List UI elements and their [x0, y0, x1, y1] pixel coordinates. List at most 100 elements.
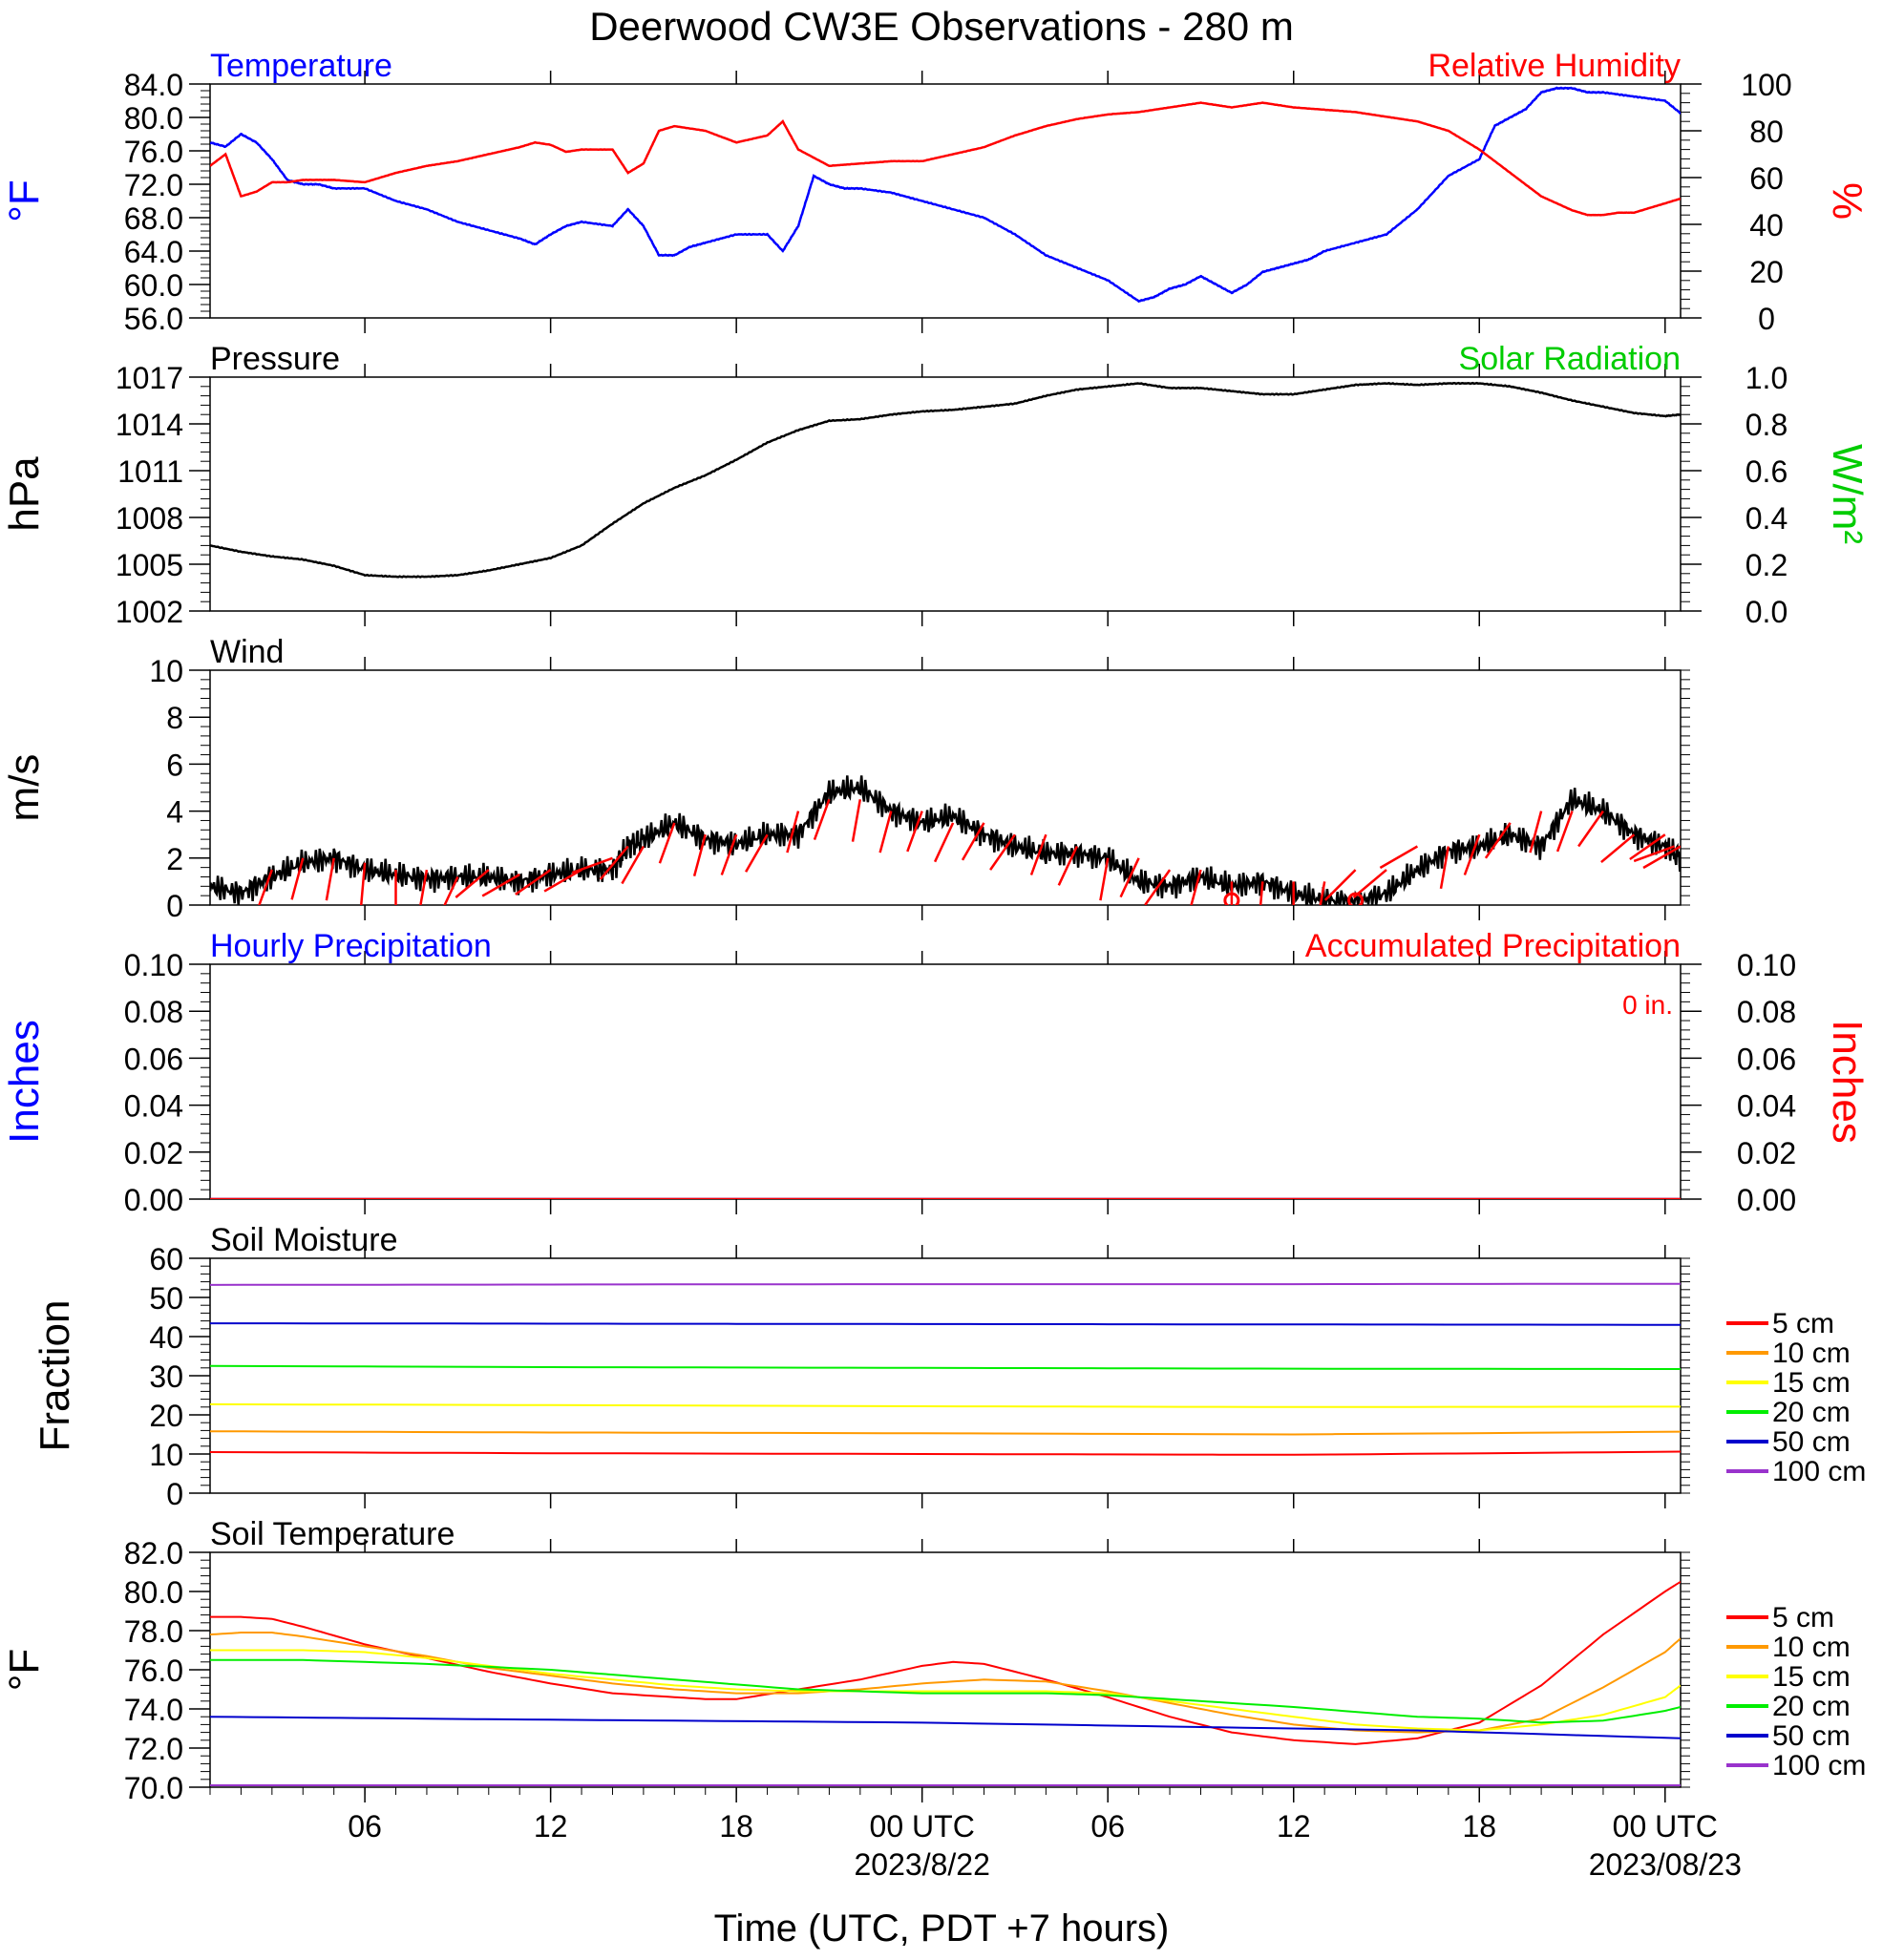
x-tick-label: 06	[348, 1809, 382, 1844]
wind-barb	[851, 799, 862, 842]
y-tick-label-left: 0.00	[124, 1183, 183, 1217]
wind-barb	[878, 811, 893, 854]
plot-frame	[209, 1551, 1682, 1788]
wind-barb	[1439, 846, 1450, 890]
figure-title: Deerwood CW3E Observations - 280 m	[589, 4, 1294, 49]
series-group	[210, 1282, 1681, 1456]
wind-barb	[599, 845, 629, 880]
y-tick-label-left: 72.0	[124, 168, 183, 202]
y-tick-label-left: 8	[166, 701, 183, 735]
y-tick-label-left: 84.0	[124, 68, 183, 102]
y-tick-label-right: 0.00	[1737, 1183, 1796, 1217]
x-tick-label: 18	[1462, 1809, 1496, 1844]
y-tick-label-left: 60.0	[124, 268, 183, 303]
y-tick-label-right: 0.08	[1737, 995, 1796, 1029]
y-axis-label-right: W/m²	[1824, 444, 1871, 544]
wind-barb	[1323, 869, 1357, 901]
y-tick-label-left: 0.10	[124, 948, 183, 982]
x-tick-date-label: 2023/08/23	[1589, 1847, 1742, 1882]
wind-barb	[571, 856, 613, 875]
y-tick-label-left: 1014	[116, 408, 183, 442]
y-tick-label-left: 1011	[117, 454, 183, 489]
panel-title-right: Relative Humidity	[1428, 48, 1681, 84]
wind-barb	[443, 875, 459, 905]
wind-barb	[1057, 845, 1078, 886]
y-tick-label-right: 0.06	[1737, 1042, 1796, 1076]
x-axis-label: Time (UTC, PDT +7 hours)	[714, 1907, 1170, 1949]
series-line-1	[210, 101, 1681, 217]
y-tick-label-right: 0.02	[1737, 1136, 1796, 1170]
y-axis-label-left: hPa	[1, 456, 48, 532]
y-axis-label-left: °F	[1, 1649, 48, 1691]
wind-barb	[1642, 845, 1681, 870]
legend-label: 50 cm	[1772, 1426, 1851, 1458]
y-tick-label-left: 56.0	[124, 302, 183, 336]
wind-barb	[658, 822, 676, 864]
y-tick-label-left: 1017	[116, 361, 183, 395]
y-tick-label-right: 0.2	[1745, 548, 1788, 582]
x-tick-label: 12	[1277, 1809, 1311, 1844]
series-line-3	[210, 1658, 1681, 1724]
series-line-0	[210, 775, 1681, 905]
y-tick-label-right: 100	[1741, 68, 1791, 102]
plot-frame	[209, 1257, 1682, 1494]
panel-wind: 10 8 6 4 2 0 Wind m/s	[1, 634, 1690, 923]
y-tick-label-left: 1002	[116, 595, 183, 629]
calm-wind-marker	[1347, 892, 1365, 905]
wind-barb	[258, 869, 273, 905]
wind-barb	[515, 869, 552, 896]
legend-label: 15 cm	[1772, 1367, 1851, 1399]
y-tick-label-left: 0	[166, 889, 183, 923]
legend-label: 100 cm	[1772, 1750, 1866, 1781]
y-tick-label-right: 1.0	[1745, 361, 1788, 395]
y-tick-label-left: 60	[149, 1242, 183, 1276]
y-tick-label-left: 10	[149, 654, 183, 688]
y-axis-label-left: Fraction	[32, 1300, 78, 1452]
y-tick-label-right: 0.8	[1745, 408, 1788, 442]
y-tick-label-left: 64.0	[124, 235, 183, 269]
plot-frame	[209, 669, 1682, 906]
wind-barb	[692, 833, 707, 877]
wind-barb	[543, 869, 582, 893]
x-tick-label: 18	[719, 1809, 753, 1844]
legend-label: 10 cm	[1772, 1632, 1851, 1663]
y-axis-label-right: Inches	[1824, 1020, 1871, 1144]
y-tick-label-left: 76.0	[124, 1654, 183, 1688]
y-tick-label-left: 50	[149, 1281, 183, 1316]
panel-temp_rh: 84.080.076.072.068.064.060.056.0 100 80 60 4…	[1, 48, 1871, 336]
wind-barb	[989, 833, 1016, 871]
x-tick-label: 00 UTC	[870, 1809, 975, 1844]
wind-barb	[1119, 857, 1140, 898]
series-group	[210, 381, 1681, 579]
y-tick-label-left: 0	[166, 1477, 183, 1511]
y-tick-label-right: 0	[1758, 302, 1775, 336]
y-axis-label-right: %	[1824, 182, 1871, 220]
y-tick-label-left: 40	[149, 1320, 183, 1355]
y-tick-label-left: 30	[149, 1359, 183, 1394]
legend-label: 5 cm	[1772, 1308, 1834, 1339]
wind-barb	[1352, 869, 1387, 898]
y-tick-label-left: 1008	[116, 501, 183, 536]
wind-barb	[419, 869, 429, 905]
wind-barb	[1629, 833, 1666, 861]
panel-title-left: Wind	[210, 634, 284, 670]
wind-barb	[1577, 810, 1604, 848]
y-tick-label-left: 76.0	[124, 135, 183, 169]
y-tick-label-left: 80.0	[124, 101, 183, 136]
series-group	[210, 775, 1681, 905]
panel-title-left: Soil Temperature	[210, 1516, 455, 1552]
plot-frame	[209, 963, 1682, 1200]
y-axis-label-left: °F	[1, 179, 48, 221]
y-tick-label-left: 72.0	[124, 1732, 183, 1766]
y-tick-label-right: 20	[1749, 255, 1784, 289]
y-tick-label-left: 0.06	[124, 1042, 183, 1076]
wind-barb	[325, 857, 335, 901]
wind-barb	[1600, 833, 1636, 864]
series-line-2	[210, 1402, 1681, 1408]
y-tick-label-left: 1005	[116, 548, 183, 582]
y-tick-label-left: 70.0	[124, 1771, 183, 1805]
